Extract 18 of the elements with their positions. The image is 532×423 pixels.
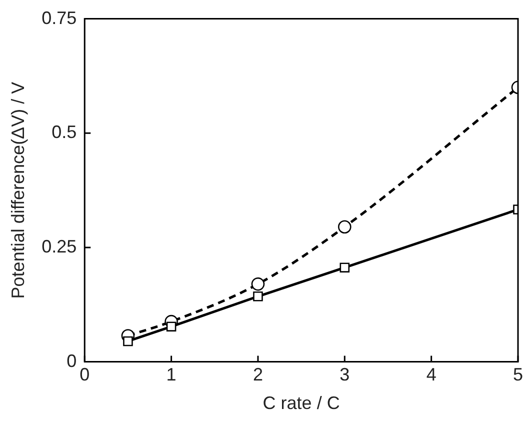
y-tick-label: 0.75 bbox=[42, 8, 77, 28]
point bbox=[340, 262, 350, 272]
y-axis-title: Potential difference(ΔV) / V bbox=[8, 82, 28, 299]
point bbox=[123, 336, 133, 346]
point bbox=[166, 322, 176, 332]
x-tick-label: 0 bbox=[80, 364, 90, 385]
y-tick-label: 0.25 bbox=[42, 236, 77, 256]
y-tick-label: 0.5 bbox=[52, 122, 77, 142]
y-tick-label: 0 bbox=[66, 350, 77, 371]
point bbox=[251, 277, 265, 291]
point bbox=[338, 220, 352, 234]
x-axis-title: C rate / C bbox=[262, 393, 340, 414]
point bbox=[253, 292, 263, 302]
x-tick-label: 1 bbox=[166, 364, 176, 385]
x-tick-label: 3 bbox=[340, 364, 350, 385]
x-tick-label: 4 bbox=[426, 364, 436, 385]
x-tick-label: 5 bbox=[512, 364, 524, 385]
x-tick-label: 2 bbox=[252, 364, 263, 385]
